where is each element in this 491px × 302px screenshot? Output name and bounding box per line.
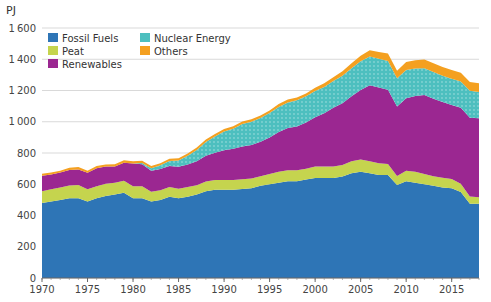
y-tick-label: 200	[17, 241, 36, 252]
minor-tick	[78, 278, 79, 280]
x-tick	[87, 278, 88, 282]
minor-tick	[278, 278, 279, 280]
minor-tick	[306, 278, 307, 280]
minor-tick	[442, 278, 443, 280]
legend-swatch	[48, 46, 58, 55]
minor-tick	[369, 278, 370, 280]
minor-tick	[351, 278, 352, 280]
minor-tick	[469, 278, 470, 280]
x-tick	[269, 278, 270, 282]
legend-swatch	[48, 59, 58, 68]
x-tick	[315, 278, 316, 282]
x-tick-label: 2005	[348, 284, 373, 295]
minor-tick	[233, 278, 234, 280]
x-tick	[42, 278, 43, 282]
x-tick-label: 1980	[120, 284, 145, 295]
minor-tick	[196, 278, 197, 280]
x-tick-label: 1975	[75, 284, 100, 295]
minor-tick	[51, 278, 52, 280]
y-tick-label: 1 200	[9, 85, 36, 96]
minor-tick	[242, 278, 243, 280]
chart: 0 200 400 600 800 1 000 1 200 1 400 1 600 1970 197…	[0, 0, 491, 302]
x-tick-label: 2000	[302, 284, 327, 295]
x-tick-label: 1970	[29, 284, 54, 295]
legend-swatch	[48, 33, 58, 42]
legend-label: Nuclear Energy	[154, 33, 231, 44]
minor-tick	[460, 278, 461, 280]
legend-label: Renewables	[62, 59, 122, 70]
minor-tick	[105, 278, 106, 280]
minor-tick	[378, 278, 379, 280]
minor-tick	[214, 278, 215, 280]
x-tick	[360, 278, 361, 282]
y-tick-label: 0	[30, 273, 36, 284]
legend-label: Peat	[62, 46, 84, 57]
area	[42, 50, 479, 175]
minor-tick	[142, 278, 143, 280]
y-tick-label: 1 600	[9, 23, 36, 34]
minor-tick	[187, 278, 188, 280]
minor-tick	[397, 278, 398, 280]
x-tick	[133, 278, 134, 282]
minor-tick	[160, 278, 161, 280]
x-tick-label: 2010	[393, 284, 418, 295]
y-tick-label: 1 000	[9, 116, 36, 127]
y-tick-label: 400	[17, 210, 36, 221]
minor-tick	[151, 278, 152, 280]
x-tick-label: 1985	[166, 284, 191, 295]
legend: Fossil Fuels Peat Renewables Nuclear Energy…	[48, 33, 231, 70]
grid	[42, 28, 479, 278]
y-tick-label: 600	[17, 179, 36, 190]
x-tick-label: 2015	[439, 284, 464, 295]
minor-tick	[260, 278, 261, 280]
minor-tick	[424, 278, 425, 280]
minor-tick	[169, 278, 170, 280]
minor-tick	[114, 278, 115, 280]
legend-swatch	[140, 33, 150, 42]
minor-tick	[333, 278, 334, 280]
minor-tick	[296, 278, 297, 280]
minor-tick	[287, 278, 288, 280]
y-tick-label: 1 400	[9, 54, 36, 65]
y-axis-label: PJ	[6, 4, 16, 17]
minor-tick	[60, 278, 61, 280]
grid-line	[42, 28, 479, 29]
minor-tick	[324, 278, 325, 280]
x-tick	[406, 278, 407, 282]
minor-tick	[69, 278, 70, 280]
legend-label: Others	[154, 46, 188, 57]
minor-tick	[433, 278, 434, 280]
legend-label: Fossil Fuels	[62, 33, 118, 44]
areas	[42, 50, 479, 278]
y-tick-label: 800	[17, 148, 36, 159]
x-tick	[224, 278, 225, 282]
x-tick-label: 1990	[211, 284, 236, 295]
x-tick	[451, 278, 452, 282]
minor-tick	[123, 278, 124, 280]
minor-tick	[387, 278, 388, 280]
x-tick	[178, 278, 179, 282]
minor-tick	[415, 278, 416, 280]
x-tick-label: 1995	[257, 284, 282, 295]
minor-tick	[342, 278, 343, 280]
minor-tick	[479, 278, 480, 280]
minor-tick	[251, 278, 252, 280]
legend-swatch	[140, 46, 150, 55]
minor-tick	[205, 278, 206, 280]
minor-tick	[96, 278, 97, 280]
